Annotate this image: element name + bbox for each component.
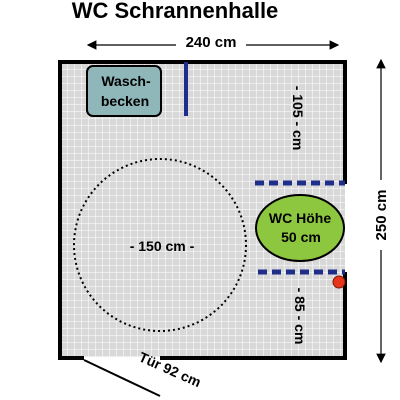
width-dimension: 240 cm (86, 32, 340, 52)
wc-label-line2: 50 cm (281, 229, 321, 245)
alarm-button-icon (332, 275, 346, 289)
sink: Wasch- becken (86, 65, 162, 117)
wc-grab-bars (255, 180, 345, 275)
turning-circle-label: - 150 cm - (130, 238, 195, 254)
height-label: 250 cm (373, 190, 390, 241)
sink-label-line2: becken (101, 93, 149, 109)
wall-gap-top-label: - 105 - cm (290, 86, 306, 151)
walls (58, 60, 347, 360)
wc-toilet: WC Höhe 50 cm (255, 194, 345, 262)
sink-label-line1: Wasch- (101, 73, 151, 89)
sink-grab-bar (184, 62, 188, 116)
wc-label-line1: WC Höhe (269, 210, 331, 226)
width-label: 240 cm (186, 34, 237, 51)
plan-title: WC Schrannenhalle (72, 0, 279, 23)
wall-gap-bottom-label: - 85 - cm (292, 288, 308, 345)
height-dimension: 250 cm (371, 58, 391, 364)
turning-circle: - 150 cm - (73, 158, 247, 332)
